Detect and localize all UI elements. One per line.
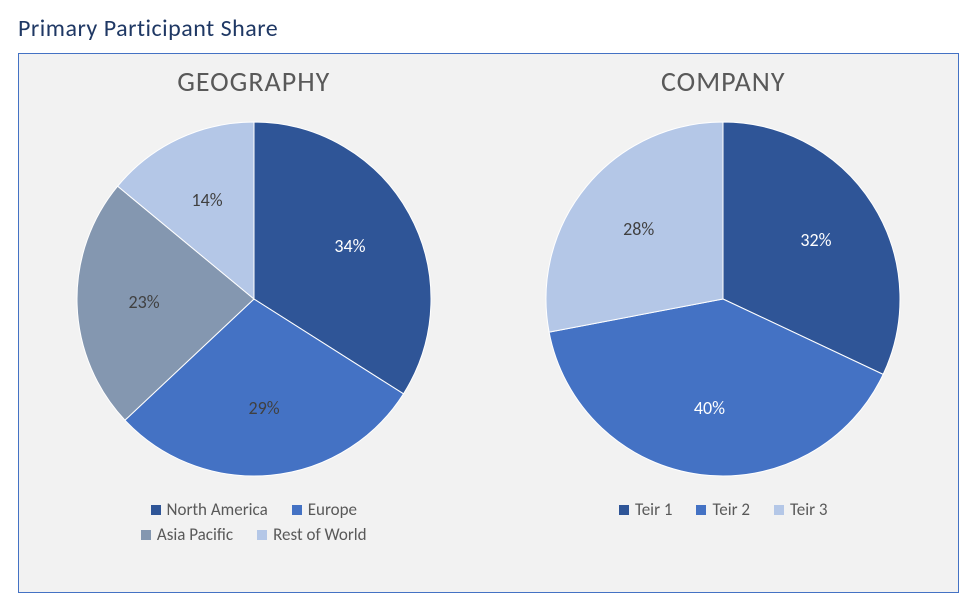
- legend-label-geography-0: North America: [167, 499, 268, 520]
- legend-item-company-2: Teir 3: [774, 499, 828, 520]
- legend-swatch-company-0: [619, 505, 629, 515]
- legend-swatch-company-2: [774, 505, 784, 515]
- legend-swatch-geography-1: [292, 505, 302, 515]
- legend-swatch-geography-3: [257, 530, 267, 540]
- legend-label-geography-1: Europe: [308, 499, 357, 520]
- legend-item-geography-2: Asia Pacific: [141, 524, 233, 545]
- legend-item-company-0: Teir 1: [619, 499, 673, 520]
- legend-swatch-geography-0: [151, 505, 161, 515]
- legend-label-company-0: Teir 1: [635, 499, 673, 520]
- panel-geography: GEOGRAPHY 34%29%23%14% North America Euro…: [19, 64, 489, 547]
- panel-title-geography: GEOGRAPHY: [177, 64, 330, 99]
- legend-item-geography-1: Europe: [292, 499, 357, 520]
- legend-item-company-1: Teir 2: [696, 499, 750, 520]
- legend-label-company-1: Teir 2: [712, 499, 750, 520]
- legend-label-geography-2: Asia Pacific: [157, 524, 233, 545]
- legend-swatch-geography-2: [141, 530, 151, 540]
- panel-title-company: COMPANY: [661, 64, 785, 99]
- panel-company: COMPANY 32%40%28% Teir 1 Teir 2 Teir 3: [489, 64, 959, 522]
- legend-item-geography-3: Rest of World: [257, 524, 367, 545]
- legend-label-company-2: Teir 3: [790, 499, 828, 520]
- legend-geography: North America Europe Asia Pacific Rest of W…: [94, 497, 414, 547]
- legend-swatch-company-1: [696, 505, 706, 515]
- pie-chart-geography: 34%29%23%14%: [64, 109, 444, 489]
- page-title: Primary Participant Share: [18, 14, 959, 43]
- chart-container: GEOGRAPHY 34%29%23%14% North America Euro…: [18, 53, 959, 593]
- pie-chart-company: 32%40%28%: [533, 109, 913, 489]
- legend-item-geography-0: North America: [151, 499, 268, 520]
- legend-company: Teir 1 Teir 2 Teir 3: [607, 497, 840, 522]
- legend-label-geography-3: Rest of World: [273, 524, 367, 545]
- pie-slice-company-2: [546, 122, 723, 332]
